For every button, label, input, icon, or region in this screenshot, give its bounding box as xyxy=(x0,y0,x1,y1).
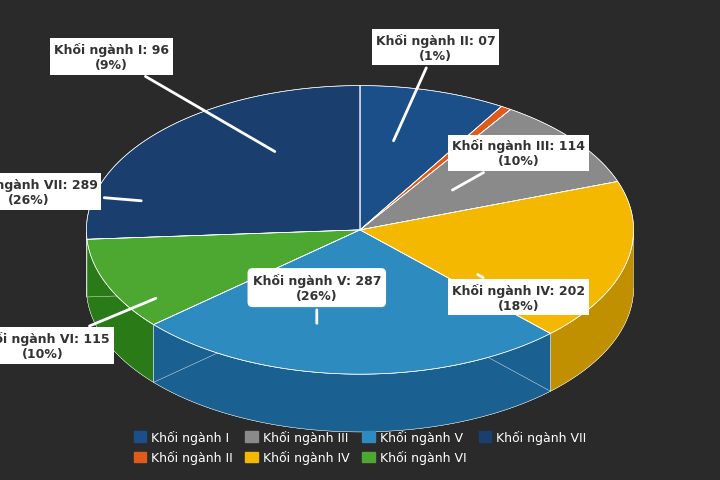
Polygon shape xyxy=(87,240,153,383)
Text: Khối ngành V: 287
(26%): Khối ngành V: 287 (26%) xyxy=(253,274,381,324)
Polygon shape xyxy=(153,230,360,383)
Text: Khối ngành VII: 289
(26%): Khối ngành VII: 289 (26%) xyxy=(0,178,141,206)
Polygon shape xyxy=(360,107,510,230)
Polygon shape xyxy=(360,230,550,391)
Text: Khối ngành II: 07
(1%): Khối ngành II: 07 (1%) xyxy=(376,34,495,142)
Polygon shape xyxy=(153,230,550,374)
Polygon shape xyxy=(87,230,360,325)
Text: Khối ngành I: 96
(9%): Khối ngành I: 96 (9%) xyxy=(54,43,275,152)
Polygon shape xyxy=(87,230,360,298)
Polygon shape xyxy=(360,86,501,230)
Polygon shape xyxy=(360,182,634,334)
Polygon shape xyxy=(153,325,550,432)
Polygon shape xyxy=(86,288,360,298)
Text: Khối ngành III: 114
(10%): Khối ngành III: 114 (10%) xyxy=(452,139,585,191)
Text: Khối ngành IV: 202
(18%): Khối ngành IV: 202 (18%) xyxy=(452,275,585,312)
Polygon shape xyxy=(360,110,618,230)
Legend: Khối ngành I, Khối ngành II, Khối ngành III, Khối ngành IV, Khối ngành V, Khối n: Khối ngành I, Khối ngành II, Khối ngành … xyxy=(134,430,586,464)
Polygon shape xyxy=(86,86,360,240)
Polygon shape xyxy=(360,288,634,391)
Polygon shape xyxy=(550,231,634,391)
Polygon shape xyxy=(153,288,550,432)
Polygon shape xyxy=(87,288,360,383)
Text: Khối ngành VI: 115
(10%): Khối ngành VI: 115 (10%) xyxy=(0,299,156,360)
Polygon shape xyxy=(87,230,360,298)
Polygon shape xyxy=(360,230,550,391)
Polygon shape xyxy=(153,230,360,383)
